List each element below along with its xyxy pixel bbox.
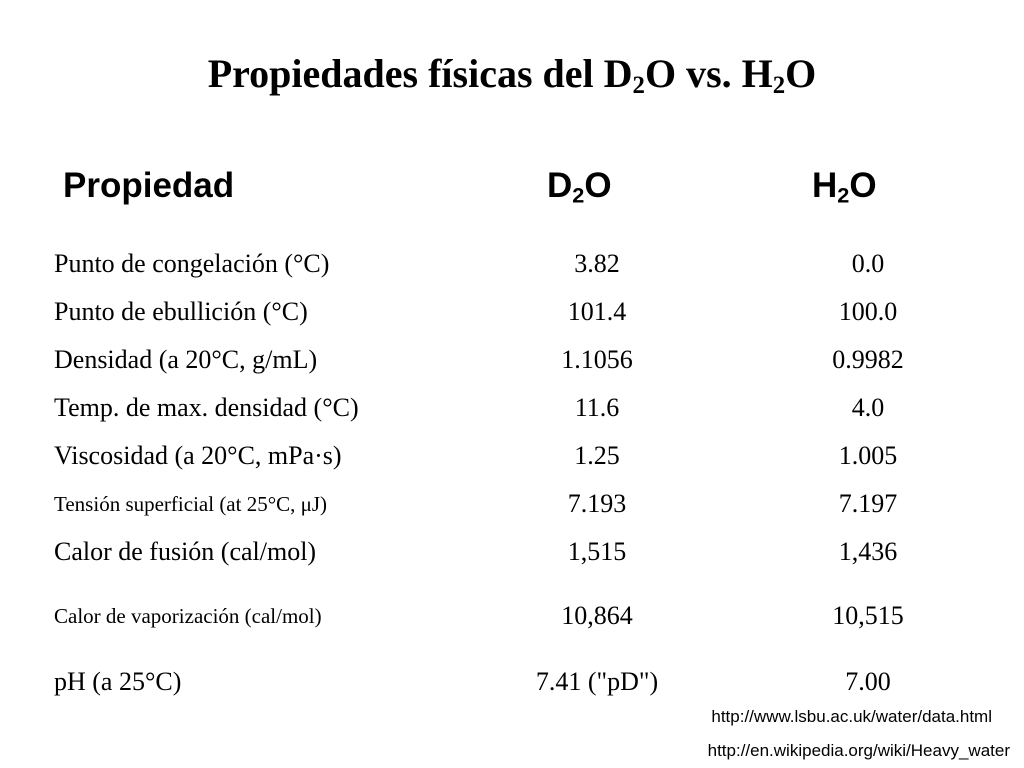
header-subscript: 2 (837, 182, 850, 208)
d2o-value-cell: 1.1056 (561, 345, 633, 374)
header-subscript: 2 (572, 182, 585, 208)
property-cell: Viscosidad (a 20°C, mPa·s) (54, 441, 342, 470)
header-text-part: O (849, 166, 877, 205)
h2o-value-cell: 1,436 (838, 537, 898, 566)
header-text-part: H (812, 166, 838, 205)
h2o-value-cell: 0.9982 (832, 345, 904, 374)
h2o-value-cell: 4.0 (851, 393, 885, 422)
title-subscript: 2 (772, 72, 786, 100)
table-row: Viscosidad (a 20°C, mPa·s) 1.25 1.005 (0, 436, 1024, 476)
d2o-value-cell: 10,864 (561, 601, 633, 630)
property-cell: Calor de vaporización (cal/mol) (54, 604, 322, 628)
title-text-part: O vs. H (644, 51, 773, 96)
d2o-value-cell: 7.193 (567, 489, 627, 518)
property-cell: Temp. de max. densidad (°C) (54, 393, 359, 422)
table-row: Punto de congelación (°C) 3.82 0.0 (0, 244, 1024, 284)
h2o-value-cell: 7.00 (845, 667, 891, 696)
d2o-value-cell: 1,515 (567, 537, 627, 566)
title-text-part: O (785, 51, 817, 96)
column-header-property: Propiedad (63, 166, 235, 205)
header-text-part: O (584, 166, 612, 205)
source-link-wikipedia[interactable]: http://en.wikipedia.org/wiki/Heavy_water (707, 741, 1010, 760)
table-row: Densidad (a 20°C, g/mL) 1.1056 0.9982 (0, 340, 1024, 380)
source-link-lsbu[interactable]: http://www.lsbu.ac.uk/water/data.html (711, 707, 992, 726)
table-row: Calor de vaporización (cal/mol) 10,864 1… (0, 596, 1024, 636)
h2o-value-cell: 10,515 (832, 601, 904, 630)
d2o-value-cell: 1.25 (574, 441, 620, 470)
d2o-value-cell: 3.82 (574, 249, 620, 278)
title-subscript: 2 (632, 72, 645, 100)
column-header-h2o: H2O (812, 163, 877, 209)
table-row: Punto de ebullición (°C) 101.4 100.0 (0, 292, 1024, 332)
h2o-value-cell: 1.005 (838, 441, 898, 470)
column-header-d2o: D2O (547, 163, 612, 209)
d2o-value-cell: 101.4 (567, 297, 627, 326)
property-cell: Punto de ebullición (°C) (54, 297, 308, 326)
slide-title: Propiedades físicas del D2O vs. H2O (0, 46, 1024, 102)
h2o-value-cell: 100.0 (838, 297, 898, 326)
property-cell: Calor de fusión (cal/mol) (54, 537, 317, 566)
h2o-value-cell: 0.0 (851, 249, 885, 278)
h2o-value-cell: 7.197 (838, 489, 898, 518)
title-text-part: Propiedades físicas del D (207, 51, 633, 96)
table-row: Calor de fusión (cal/mol) 1,515 1,436 (0, 532, 1024, 572)
d2o-value-cell: 11.6 (574, 393, 620, 422)
property-cell: pH (a 25°C) (54, 667, 182, 696)
table-row: Temp. de max. densidad (°C) 11.6 4.0 (0, 388, 1024, 428)
d2o-value-cell: 7.41 ("pD") (535, 667, 659, 696)
header-text-part: D (547, 166, 573, 205)
property-cell: Punto de congelación (°C) (54, 249, 330, 278)
property-cell: Densidad (a 20°C, g/mL) (54, 345, 318, 374)
table-row: pH (a 25°C) 7.41 ("pD") 7.00 (0, 662, 1024, 702)
property-cell: Tensión superficial (at 25°C, μJ) (54, 492, 328, 516)
table-row: Tensión superficial (at 25°C, μJ) 7.193 … (0, 484, 1024, 524)
